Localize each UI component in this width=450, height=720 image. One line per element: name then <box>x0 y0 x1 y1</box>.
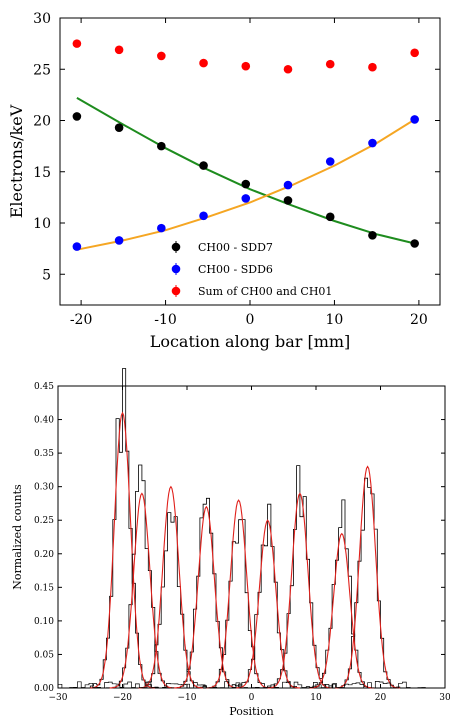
bottom-histogram-chart: −30 −20 −10 0 10 20 30 0.00 0.05 0.10 0.15 0.20 0.25… <box>11 368 450 718</box>
y-tick-label: 0.15 <box>34 583 54 593</box>
y-tick-label: 30 <box>33 11 51 27</box>
data-point <box>199 58 208 68</box>
x-tick-label: −30 <box>49 693 68 703</box>
y-tick-label: 0.45 <box>34 382 54 392</box>
histogram-step <box>106 464 178 689</box>
gaussian-fit <box>90 411 155 689</box>
x-tick-label: 10 <box>326 312 344 328</box>
legend-marker <box>171 286 181 296</box>
histogram-step <box>305 499 378 689</box>
legend-marker <box>171 264 181 274</box>
data-point <box>72 242 82 251</box>
data-point <box>72 112 82 121</box>
x-tick-label: 30 <box>439 693 450 703</box>
data-point <box>114 45 124 55</box>
legend-label: Sum of CH00 and CH01 <box>198 285 332 298</box>
y-tick-label: 0.05 <box>34 650 54 660</box>
data-point <box>157 51 166 61</box>
y-tick-label: 0.20 <box>34 550 54 560</box>
histogram-step <box>170 497 243 689</box>
data-point <box>368 62 377 72</box>
data-point <box>410 115 419 124</box>
data-point <box>72 39 82 48</box>
x-tick-label: 0 <box>246 312 255 328</box>
gaussian-fit <box>206 499 271 689</box>
x-tick-label: −10 <box>178 693 197 703</box>
data-point <box>368 231 377 240</box>
y-tick-label: 20 <box>33 114 51 130</box>
gaussian-fit <box>309 532 375 689</box>
gaussian-fit <box>335 465 400 689</box>
data-point <box>199 161 208 170</box>
y-tick-label: 5 <box>42 267 51 283</box>
y-tick-label: 0.10 <box>34 617 54 627</box>
data-point <box>410 239 419 248</box>
y-tick-label: 0.35 <box>34 449 54 459</box>
y-tick-label: 15 <box>33 165 51 181</box>
plot-frame <box>59 17 441 306</box>
data-point <box>157 141 166 151</box>
histogram-step <box>135 512 207 689</box>
data-point <box>241 61 251 71</box>
gaussian-fit <box>109 492 175 689</box>
legend-marker <box>171 242 181 252</box>
gaussian-fit <box>235 519 300 689</box>
data-point <box>325 157 335 166</box>
y-tick-label: 25 <box>33 62 51 78</box>
data-point <box>199 211 208 221</box>
x-tick-label: -20 <box>70 312 93 328</box>
data-point <box>410 48 419 58</box>
data-point <box>325 59 335 69</box>
legend-label: CH00 - SDD6 <box>198 263 273 276</box>
histogram-step <box>331 477 404 689</box>
data-point <box>283 180 293 190</box>
data-point <box>241 194 251 203</box>
data-point <box>325 212 335 222</box>
y-tick-label: 0.25 <box>34 516 54 526</box>
fit-curve <box>76 118 416 251</box>
y-axis-label: Electrons/keV <box>7 104 26 218</box>
data-point <box>283 64 293 74</box>
data-point <box>241 179 251 189</box>
data-point <box>114 236 124 245</box>
y-axis-label: Normalized counts <box>11 484 24 590</box>
background-noise <box>57 681 426 689</box>
x-tick-label: −20 <box>113 693 132 703</box>
x-axis-label: Position <box>229 705 273 718</box>
x-tick-label: 20 <box>410 312 428 328</box>
x-tick-label: 10 <box>310 693 322 703</box>
x-tick-label: -10 <box>154 312 177 328</box>
y-tick-label: 0.40 <box>34 416 54 426</box>
data-point <box>368 138 377 148</box>
data-point <box>157 223 166 233</box>
data-point <box>283 196 293 205</box>
legend-label: CH00 - SDD7 <box>198 241 273 254</box>
y-tick-label: 10 <box>33 216 51 232</box>
y-tick-label: 0.30 <box>34 483 54 493</box>
histogram-step <box>231 503 304 689</box>
y-tick-label: 0.00 <box>34 684 54 694</box>
top-scatter-chart: -20 -10 0 10 20 5 10 15 20 25 30 Location along bar… <box>7 11 441 351</box>
x-axis-label: Location along bar [mm] <box>150 332 351 351</box>
x-tick-label: 0 <box>249 693 255 703</box>
x-tick-label: 20 <box>375 693 387 703</box>
data-point <box>114 123 124 132</box>
fit-curve <box>76 97 415 245</box>
gaussian-fit <box>174 505 239 689</box>
